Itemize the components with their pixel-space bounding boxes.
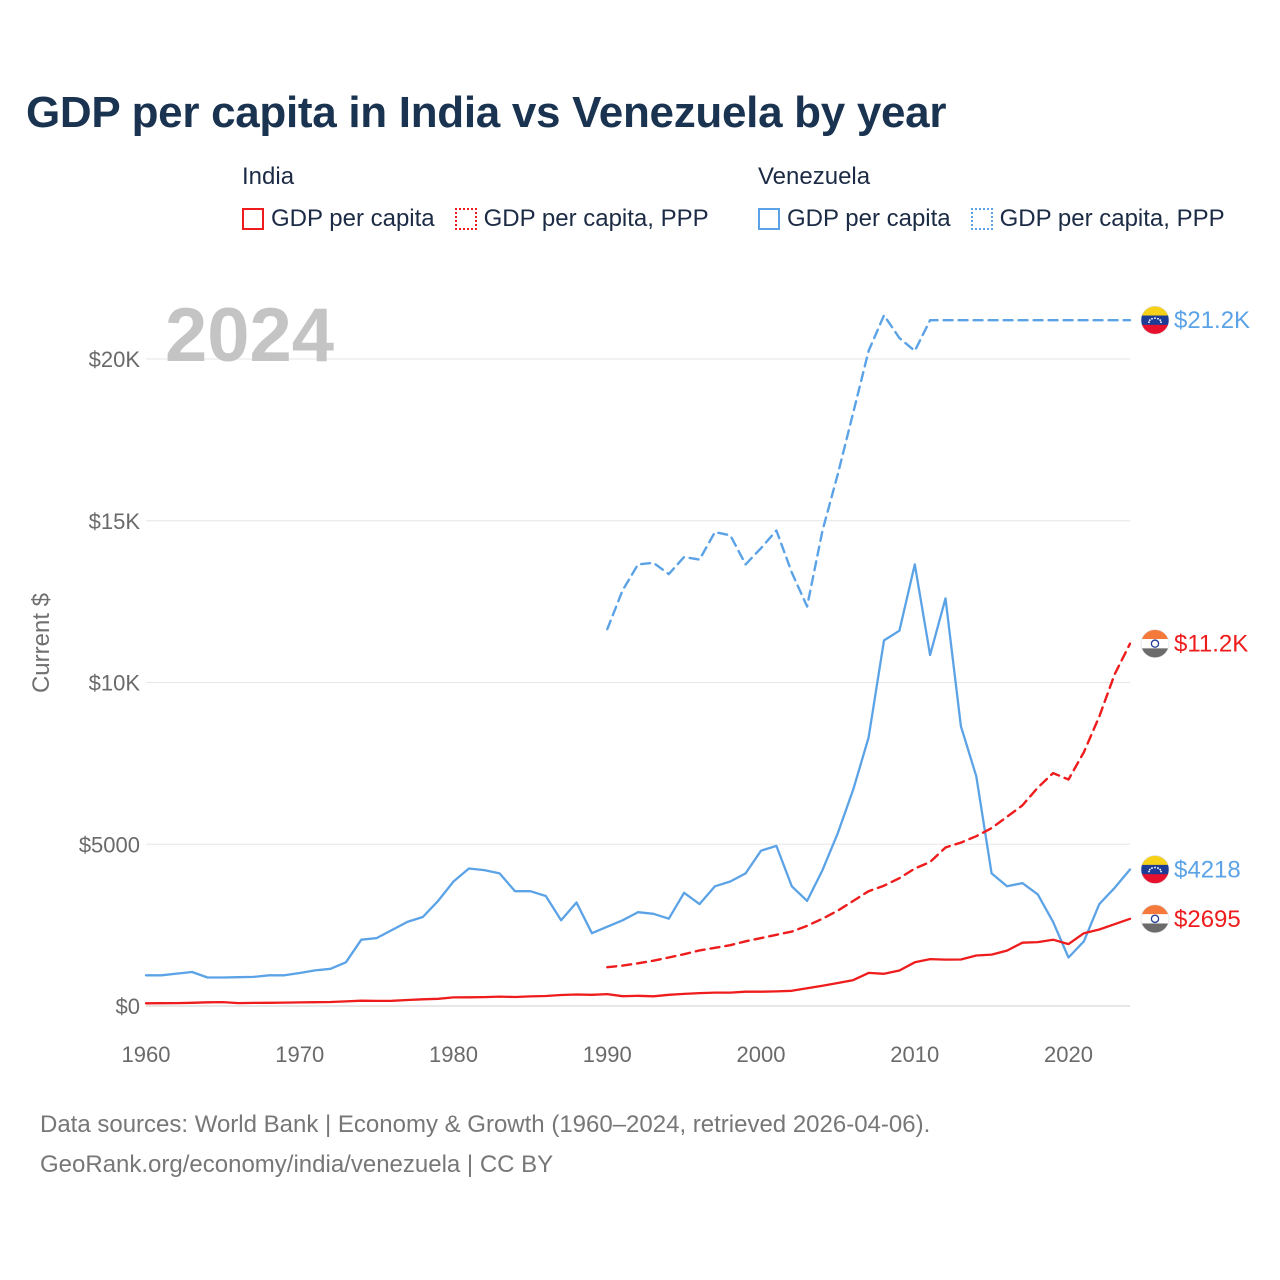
legend-swatch-dotted-icon <box>454 208 477 230</box>
flag-star <box>1157 317 1159 320</box>
legend-label: GDP per capita <box>787 205 951 232</box>
x-tick-label: 2010 <box>890 1042 939 1067</box>
flag-stripes <box>1141 855 1169 884</box>
flag-star <box>1148 870 1150 873</box>
legend-country-india: India <box>242 163 295 190</box>
flag-stripe-middle <box>1141 864 1169 875</box>
source-line-2[interactable]: GeoRank.org/economy/india/venezuela | CC… <box>40 1151 554 1178</box>
x-tick-label: 1960 <box>122 1042 171 1067</box>
legend-group-venezuela: Venezuela GDP per capita GDP per capita,… <box>758 163 1225 233</box>
y-axis-label: Current $ <box>28 592 55 694</box>
flag-star <box>1148 321 1150 324</box>
source-line-1: Data sources: World Bank | Economy & Gro… <box>40 1111 931 1138</box>
flag-stripe-bottom <box>1141 923 1169 933</box>
flag-outline <box>1140 904 1170 934</box>
venezuela-flag-icon <box>1140 855 1170 884</box>
legend-label: GDP per capita, PPP <box>999 205 1225 232</box>
flag-stripe-top <box>1141 855 1169 866</box>
legend-item-india-gdp[interactable]: GDP per capita <box>242 205 435 233</box>
flag-star <box>1148 868 1151 871</box>
series-layer <box>144 314 1132 1005</box>
legend-item-venezuela-gdp[interactable]: GDP per capita <box>758 205 951 233</box>
end-value-label: $21.2K <box>1174 307 1250 334</box>
x-tick-label: 2020 <box>1044 1042 1093 1067</box>
legend-group-india: India GDP per capita GDP per capita, PPP <box>242 163 709 233</box>
flag-star <box>1159 319 1162 322</box>
flag-stripe-top <box>1141 904 1169 915</box>
flag-stripe-middle <box>1141 639 1169 649</box>
flag-outline <box>1140 305 1170 335</box>
flag-star <box>1148 319 1151 322</box>
y-tick-label: $10K <box>89 671 141 696</box>
india-flag-icon <box>1140 629 1170 658</box>
flag-outline <box>1140 855 1170 884</box>
venezuela-flag-icon <box>1140 305 1170 335</box>
flag-stripe-bottom <box>1141 648 1169 658</box>
flag-stripes <box>1141 629 1169 658</box>
series-line-india-gdp-per-capita <box>144 917 1132 1005</box>
legend-label: GDP per capita <box>271 205 435 232</box>
flag-star <box>1160 870 1162 873</box>
flag-stripe-top <box>1141 629 1169 640</box>
chart-title: GDP per capita in India vs Venezuela by … <box>26 88 947 137</box>
flag-stripe-bottom <box>1141 324 1169 335</box>
source-note: Data sources: World Bank | Economy & Gro… <box>40 1105 930 1185</box>
flag-star <box>1154 317 1156 320</box>
flag-star <box>1151 867 1153 869</box>
flag-stripe-middle <box>1141 914 1169 924</box>
legend-item-india-gdp-ppp[interactable]: GDP per capita, PPP <box>454 205 709 233</box>
flag-chakra <box>1150 639 1160 648</box>
flag-star <box>1154 866 1156 869</box>
flag-stripes <box>1141 904 1169 933</box>
flag-star <box>1157 867 1159 869</box>
end-value-label: $2695 <box>1174 906 1241 933</box>
y-tick-label: $5000 <box>79 832 140 857</box>
legend-label: GDP per capita, PPP <box>483 205 709 232</box>
y-tick-label: $0 <box>116 994 140 1019</box>
y-tick-label: $20K <box>89 347 141 372</box>
x-tick-label: 1980 <box>429 1042 478 1067</box>
grid-layer: $0 $5000 $10K $15K $20K 1960 1970 1980 1990 2000 2… <box>79 347 1130 1067</box>
flag-star <box>1160 321 1162 324</box>
flag-chakra <box>1150 914 1160 924</box>
flag-outline <box>1140 629 1170 658</box>
india-flag-icon <box>1140 904 1170 934</box>
legend-item-venezuela-gdp-ppp[interactable]: GDP per capita, PPP <box>970 205 1225 233</box>
series-line-venezuela-gdp-per-capita <box>144 563 1132 979</box>
end-marker-layer: $21.2K $4218 $11.2K $2695 <box>1140 305 1250 934</box>
legend-swatch-solid-icon <box>242 208 264 230</box>
x-tick-label: 2000 <box>737 1042 786 1067</box>
flag-stripe-bottom <box>1141 874 1169 884</box>
series-line-india-gdp-per-capita-ppp <box>606 642 1132 969</box>
legend-country-venezuela: Venezuela <box>758 163 871 190</box>
flag-stripe-middle <box>1141 315 1169 326</box>
flag-stripes <box>1141 306 1169 335</box>
series-line-venezuela-gdp-per-capita-ppp <box>606 314 1132 631</box>
end-value-label: $4218 <box>1174 857 1241 884</box>
flag-star <box>1159 868 1162 871</box>
end-value-label: $11.2K <box>1174 631 1248 658</box>
year-label: 2024 <box>165 293 335 378</box>
flag-stripe-top <box>1141 306 1169 317</box>
legend-swatch-dotted-icon <box>970 208 993 230</box>
x-tick-label: 1970 <box>275 1042 324 1067</box>
flag-star <box>1151 317 1153 320</box>
y-tick-label: $15K <box>89 509 141 534</box>
legend-swatch-solid-icon <box>758 208 780 230</box>
x-tick-label: 1990 <box>583 1042 632 1067</box>
